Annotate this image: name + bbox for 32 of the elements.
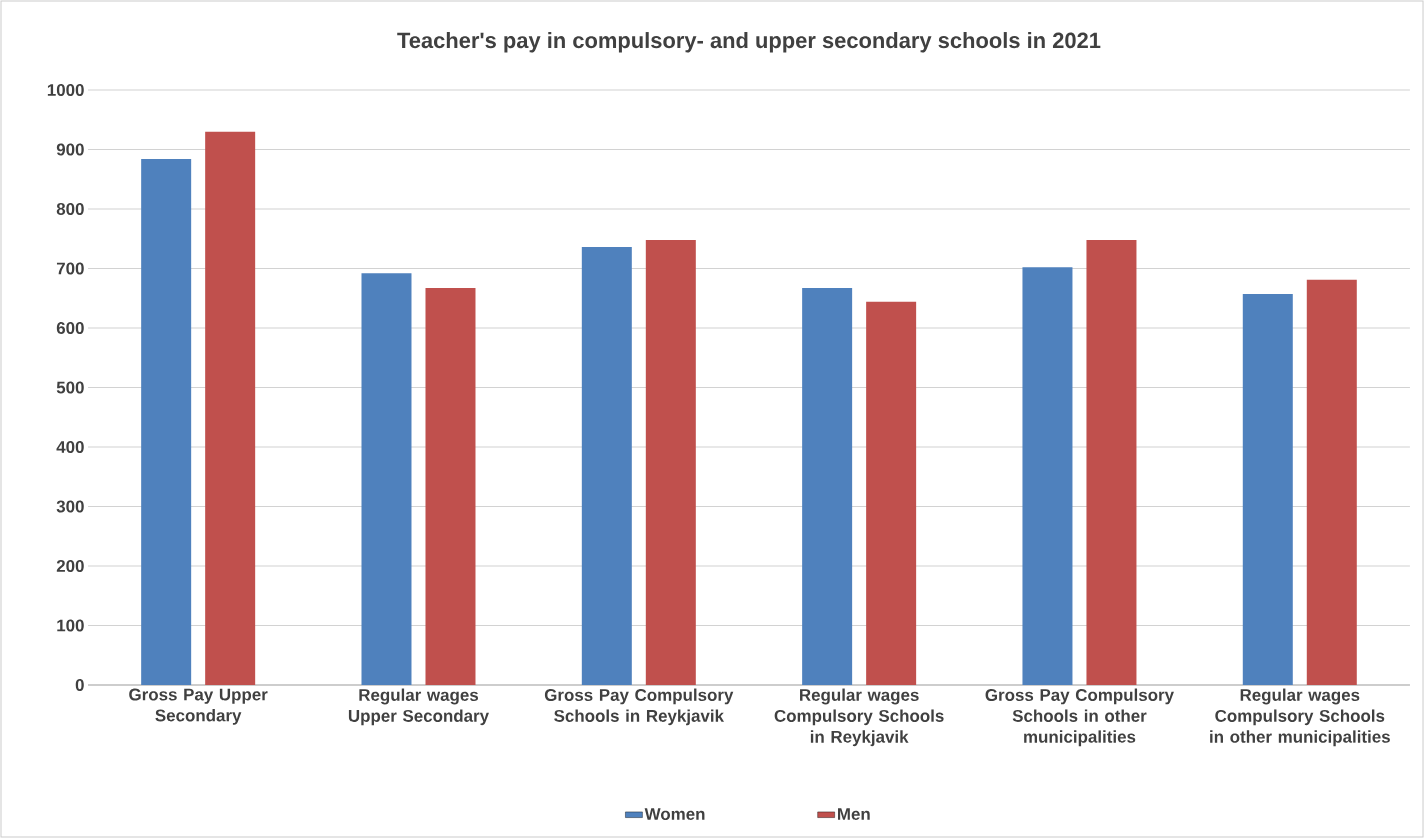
y-tick-label: 300: [56, 500, 84, 513]
bar: [802, 288, 853, 685]
y-tick-label: 0: [75, 679, 84, 691]
bar: [581, 247, 632, 685]
bar: [361, 273, 412, 685]
legend-label: Women: [644, 808, 705, 821]
bar: [205, 131, 256, 685]
bar: [645, 239, 696, 685]
bar: [1306, 279, 1357, 685]
y-tick-label: 1000: [47, 83, 84, 96]
x-tick-label: Gross Pay Compulsory Schools in other municipalities: [985, 688, 1174, 747]
y-tick-label: 100: [57, 619, 84, 632]
bar: [141, 159, 192, 685]
y-tick-label: 900: [56, 143, 84, 156]
y-tick-label: 800: [56, 202, 84, 215]
y-tick-label: 200: [56, 560, 84, 572]
bar: [425, 288, 476, 685]
x-tick-label: Regular wages Compulsory Schools in Reykjavik: [774, 688, 944, 747]
x-tick-label: Regular wages Compulsory Schools in other municipalities: [1210, 688, 1390, 747]
bar: [1242, 294, 1293, 685]
bar: [866, 301, 917, 685]
y-tick-label: 700: [56, 262, 84, 275]
legend-label: Men: [838, 808, 870, 821]
y-tick-label: 600: [56, 321, 84, 334]
y-tick-label: 500: [56, 381, 84, 394]
bar: [1022, 267, 1073, 685]
y-tick-label: 400: [56, 440, 84, 453]
bar: [1086, 239, 1137, 685]
x-tick-label: Regular wages Upper Secondary: [348, 688, 489, 726]
x-tick-label: Gross Pay Compulsory Schools in Reykjavik: [544, 688, 734, 726]
chart-title: Teacher's pay in compulsory- and upper secondary schools in 2021: [397, 32, 1101, 53]
x-tick-label: Gross Pay Upper Secondary: [129, 688, 268, 725]
